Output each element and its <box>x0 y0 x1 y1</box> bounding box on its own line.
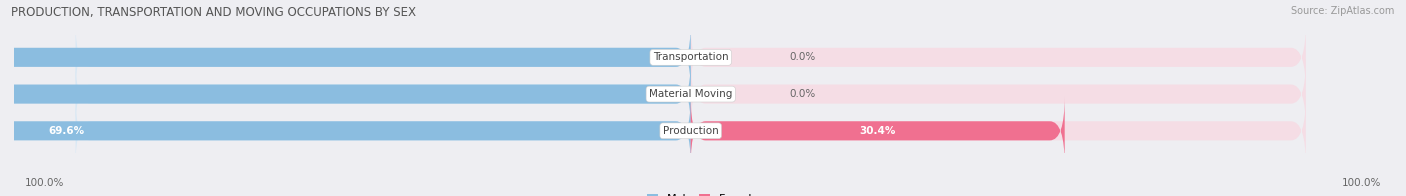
Text: 100.0%: 100.0% <box>25 178 65 188</box>
FancyBboxPatch shape <box>76 60 690 129</box>
FancyBboxPatch shape <box>690 96 1306 165</box>
Text: 0.0%: 0.0% <box>789 89 815 99</box>
FancyBboxPatch shape <box>76 23 690 92</box>
FancyBboxPatch shape <box>0 96 690 165</box>
Text: 0.0%: 0.0% <box>789 52 815 62</box>
FancyBboxPatch shape <box>0 60 690 129</box>
FancyBboxPatch shape <box>76 96 690 165</box>
Text: PRODUCTION, TRANSPORTATION AND MOVING OCCUPATIONS BY SEX: PRODUCTION, TRANSPORTATION AND MOVING OC… <box>11 6 416 19</box>
Text: 100.0%: 100.0% <box>1341 178 1381 188</box>
FancyBboxPatch shape <box>0 23 690 92</box>
Text: Transportation: Transportation <box>652 52 728 62</box>
Text: Material Moving: Material Moving <box>650 89 733 99</box>
Text: Production: Production <box>662 126 718 136</box>
FancyBboxPatch shape <box>690 96 1064 165</box>
FancyBboxPatch shape <box>690 23 1306 92</box>
Text: 69.6%: 69.6% <box>49 126 84 136</box>
Text: Source: ZipAtlas.com: Source: ZipAtlas.com <box>1291 6 1395 16</box>
Legend: Male, Female: Male, Female <box>643 189 763 196</box>
FancyBboxPatch shape <box>690 60 1306 129</box>
Text: 30.4%: 30.4% <box>859 126 896 136</box>
